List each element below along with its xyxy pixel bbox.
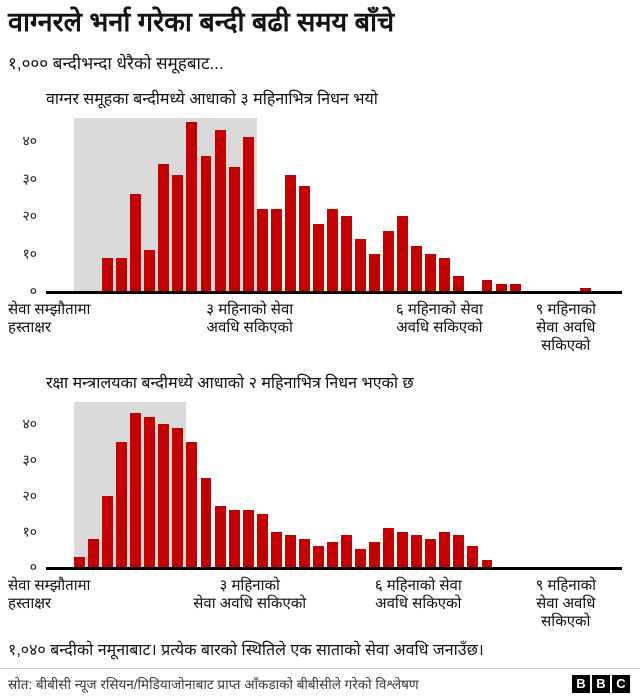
bar-week-23 — [369, 542, 381, 568]
y-axis-tick-label: २० — [22, 487, 37, 504]
y-axis-tick-label: २० — [22, 207, 37, 224]
y-axis-tick-label: ३० — [22, 451, 37, 468]
source-bar: स्रोत: बीबीसी न्यूज रसियन/मिडियाजोनाबाट … — [0, 668, 640, 698]
bar-week-28 — [439, 531, 451, 568]
bar-week-15 — [256, 208, 268, 292]
bbc-logo-block-c: C — [612, 674, 630, 693]
bar-week-22 — [355, 238, 367, 292]
x-axis-label: ९ महिनाको सेवा अवधि सकिएको — [535, 301, 596, 354]
bar-week-11 — [200, 156, 212, 292]
bar-week-19 — [312, 545, 324, 568]
bar-week-38 — [579, 287, 591, 292]
bar-week-23 — [369, 253, 381, 292]
bar-week-24 — [383, 527, 395, 568]
bar-week-6 — [130, 193, 142, 292]
bar-week-9 — [172, 427, 184, 568]
bar-week-13 — [228, 510, 240, 568]
footnote: १,०४० बन्दीको नमूनाबाट। प्रत्येक बारको स… — [8, 642, 484, 660]
bar-week-26 — [411, 246, 423, 292]
bar-week-10 — [186, 122, 198, 292]
chart-title-mod: रक्षा मन्त्रालयका बन्दीमध्ये आधाको २ महि… — [46, 375, 414, 393]
bar-week-19 — [312, 223, 324, 292]
bar-week-18 — [298, 186, 310, 292]
x-axis-label: ३ महिनाको सेवा अवधि सकिएको — [193, 577, 307, 613]
bar-week-31 — [481, 280, 493, 292]
bbc-logo-block-b1: B — [572, 674, 590, 693]
bar-week-8 — [158, 423, 170, 568]
bar-week-17 — [284, 174, 296, 292]
bar-week-5 — [116, 257, 128, 292]
bar-week-10 — [186, 441, 198, 568]
bar-week-22 — [355, 549, 367, 568]
bar-week-4 — [102, 257, 114, 292]
bar-week-3 — [88, 538, 100, 568]
bar-week-33 — [509, 283, 521, 292]
page-subtitle: १,००० बन्दीभन्दा धेरैको समूहबाट... — [8, 54, 224, 74]
bar-week-9 — [172, 174, 184, 292]
bar-week-21 — [341, 216, 352, 292]
plot-area-mod: ४० ३० २० १० ० — [22, 402, 622, 575]
bar-week-24 — [383, 231, 395, 292]
bar-week-12 — [214, 506, 226, 568]
bar-week-7 — [144, 250, 156, 292]
bar-week-27 — [425, 538, 437, 568]
bar-week-14 — [242, 510, 254, 568]
bar-week-11 — [200, 477, 212, 568]
bar-week-31 — [481, 560, 493, 568]
bar-week-25 — [397, 216, 409, 292]
bar-week-13 — [228, 167, 240, 292]
x-axis-label: सेवा सम्झौतामा हस्ताक्षर — [8, 577, 91, 613]
bar-week-2 — [74, 556, 86, 568]
bar-week-6 — [130, 413, 142, 568]
y-axis-tick-label: १० — [22, 523, 37, 540]
bar-week-8 — [158, 163, 170, 292]
y-axis-tick-label: ४० — [22, 415, 37, 432]
x-axis-label: ९ महिनाको सेवा अवधि सकिएको — [535, 577, 596, 630]
bbc-logo: B B C — [572, 674, 630, 693]
y-axis-tick-label: ४० — [22, 132, 37, 149]
plot-area-wagner: ४० ३० २० १० ० — [22, 118, 622, 299]
bar-week-25 — [397, 531, 409, 568]
y-axis-tick-label: ० — [29, 558, 37, 575]
bar-week-20 — [326, 542, 338, 568]
chart-wagner-prisoners: वाग्नर समूहका बन्दीमध्ये आधाको ३ महिनाभि… — [8, 87, 630, 358]
bar-week-20 — [326, 208, 338, 292]
bar-week-14 — [242, 137, 254, 292]
bar-week-26 — [411, 535, 423, 568]
bar-week-29 — [453, 276, 465, 292]
source-text: स्रोत: बीबीसी न्यूज रसियन/मिडियाजोनाबाट … — [8, 676, 419, 692]
bar-week-15 — [256, 513, 268, 568]
bar-week-29 — [453, 535, 465, 568]
bar-week-28 — [439, 257, 451, 292]
chart-mod-prisoners: रक्षा मन्त्रालयका बन्दीमध्ये आधाको २ महि… — [8, 371, 630, 634]
bar-week-18 — [298, 538, 310, 568]
y-axis-tick-label: ० — [29, 282, 37, 299]
x-axis-labels-wagner: सेवा सम्झौतामा हस्ताक्षर ३ महिनाको सेवा अवध… — [8, 301, 622, 358]
chart-title-wagner: वाग्नर समूहका बन्दीमध्ये आधाको ३ महिनाभि… — [46, 91, 378, 109]
x-axis-labels-mod: सेवा सम्झौतामा हस्ताक्षर ३ महिनाको सेवा अवध… — [8, 577, 622, 634]
x-axis-label: ६ महिनाको सेवा अवधि सकिएको — [374, 577, 462, 613]
bar-week-16 — [270, 208, 282, 292]
bar-week-17 — [284, 535, 296, 568]
bar-week-4 — [102, 495, 114, 568]
bbc-logo-block-b2: B — [592, 674, 610, 693]
bar-week-5 — [116, 441, 128, 568]
bar-week-7 — [144, 416, 156, 568]
bar-week-12 — [214, 129, 226, 292]
page-title: वाग्नरले भर्ना गरेका बन्दी बढी समय बाँचे — [8, 7, 395, 37]
y-axis-tick-label: १० — [22, 245, 37, 262]
bar-week-16 — [270, 531, 282, 568]
x-axis-label: ३ महिनाको सेवा अवधि सकिएको — [206, 301, 294, 337]
bar-week-27 — [425, 253, 437, 292]
bar-week-30 — [467, 545, 479, 568]
bar-week-32 — [495, 283, 507, 292]
x-axis-label: ६ महिनाको सेवा अवधि सकिएको — [395, 301, 483, 337]
bar-week-21 — [341, 535, 352, 568]
y-axis-tick-label: ३० — [22, 170, 37, 187]
x-axis-label: सेवा सम्झौतामा हस्ताक्षर — [8, 301, 91, 337]
